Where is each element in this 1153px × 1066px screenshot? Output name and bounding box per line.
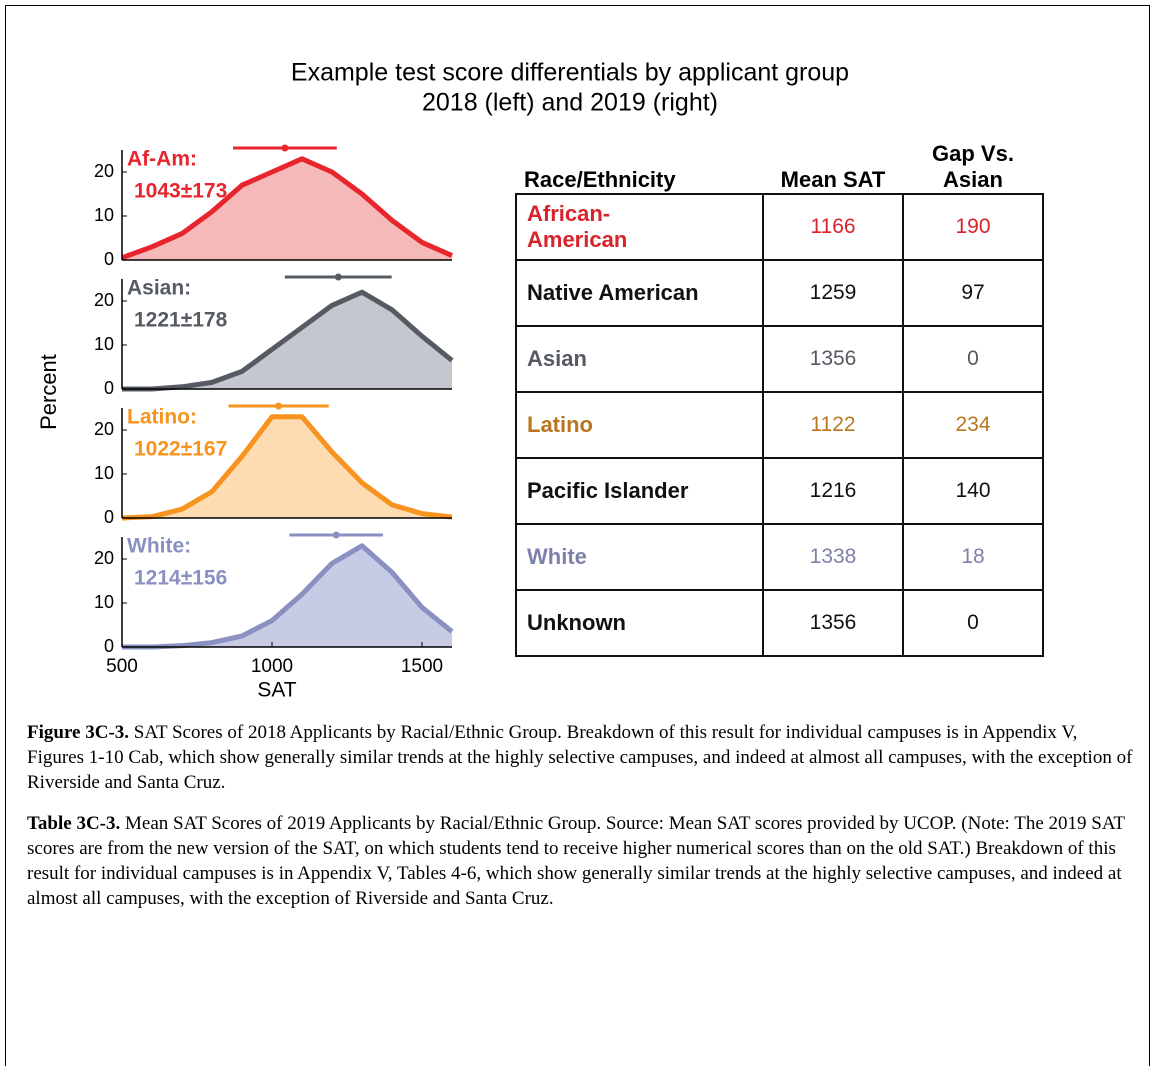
y-tick-label: 0 xyxy=(104,249,114,269)
group-name: Native American xyxy=(527,280,699,305)
area-line xyxy=(122,289,454,392)
area-fill xyxy=(122,545,452,647)
mean-cell: 1356 xyxy=(762,325,904,393)
y-tick-label: 20 xyxy=(94,419,114,439)
group-name: Asian xyxy=(527,346,587,371)
table-row: Native American 1259 97 xyxy=(515,259,1044,327)
gap-cell: 0 xyxy=(902,325,1044,393)
mean-marker xyxy=(281,144,289,152)
stat-label: 1043±173 xyxy=(134,180,227,203)
area-line xyxy=(122,543,454,650)
y-tick-label: 10 xyxy=(94,463,114,483)
group-label: Asian: xyxy=(127,277,191,300)
caption: Figure 3C-3. SAT Scores of 2018 Applican… xyxy=(27,720,1135,795)
y-tick-label: 0 xyxy=(104,378,114,398)
mean-cell: 1338 xyxy=(762,523,904,591)
stat-label: 1022±167 xyxy=(134,438,227,461)
mean-cell: 1259 xyxy=(762,259,904,327)
group-label: Af-Am: xyxy=(127,148,197,171)
mean-marker xyxy=(334,273,342,281)
gap-cell: 234 xyxy=(902,391,1044,459)
figure-subtitle: 2018 (left) and 2019 (right) xyxy=(422,89,718,117)
gap-cell: 140 xyxy=(902,457,1044,525)
y-tick-label: 20 xyxy=(94,548,114,568)
figure: Example test score differentials by appl… xyxy=(36,59,849,702)
area-line xyxy=(121,414,453,521)
caption: Table 3C-3. Mean SAT Scores of 2019 Appl… xyxy=(27,811,1135,911)
mean-marker xyxy=(332,531,340,539)
table-row: African-American 1166 190 xyxy=(515,193,1044,261)
figure-title: Example test score differentials by appl… xyxy=(291,59,849,87)
header-row: Race/Ethnicity Mean SAT Gap Vs. Asian xyxy=(516,135,1043,194)
area-fill xyxy=(122,158,452,260)
y-tick-label: 0 xyxy=(104,507,114,527)
table-row: Unknown 1356 0 xyxy=(515,589,1044,657)
stat-label: 1214±156 xyxy=(134,567,227,590)
group-name: White xyxy=(527,544,587,569)
group-name: African-American xyxy=(527,201,628,252)
mean-cell: 1166 xyxy=(762,193,904,261)
x-tick-label: 1500 xyxy=(401,656,443,677)
x-axis-label: SAT xyxy=(257,679,296,702)
group-name: Latino xyxy=(527,412,593,437)
y-tick-label: 0 xyxy=(104,636,114,656)
captions: Figure 3C-3. SAT Scores of 2018 Applican… xyxy=(27,720,1135,927)
y-tick-label: 20 xyxy=(94,290,114,310)
caption-text: Mean SAT Scores of 2019 Applicants by Ra… xyxy=(27,813,1125,909)
area-line xyxy=(121,156,454,261)
column-header: Mean SAT xyxy=(780,167,886,192)
caption-lead: Figure 3C-3. xyxy=(27,722,130,743)
y-tick-label: 10 xyxy=(94,592,114,612)
mean-marker xyxy=(275,402,283,410)
group-cell: Native American xyxy=(515,259,764,327)
group-label: White: xyxy=(127,535,191,558)
column-header: Race/Ethnicity xyxy=(524,167,676,192)
y-tick-label: 10 xyxy=(94,205,114,225)
gap-cell: 18 xyxy=(902,523,1044,591)
y-axis-label: Percent xyxy=(36,354,61,430)
gap-cell: 97 xyxy=(902,259,1044,327)
area-fill xyxy=(122,416,452,518)
x-tick-label: 500 xyxy=(106,656,138,677)
gap-cell: 0 xyxy=(902,589,1044,657)
y-tick-label: 20 xyxy=(94,161,114,181)
x-tick-label: 1000 xyxy=(251,656,293,677)
table-row: Latino 1122 234 xyxy=(515,391,1044,459)
table-row: White 1338 18 xyxy=(515,523,1044,591)
table-row: Asian 1356 0 xyxy=(515,325,1044,393)
stat-label: 1221±178 xyxy=(134,309,228,332)
table-row: Pacific Islander 1216 140 xyxy=(515,457,1044,525)
group-cell: Asian xyxy=(515,325,764,393)
group-cell: Pacific Islander xyxy=(515,457,764,525)
group-cell: African-American xyxy=(515,193,764,261)
group-name: Pacific Islander xyxy=(527,478,689,503)
table: Race/Ethnicity Mean SAT Gap Vs. Asian Afric… xyxy=(515,135,1044,657)
mean-cell: 1216 xyxy=(762,457,904,525)
mean-cell: 1122 xyxy=(762,391,904,459)
group-label: Latino: xyxy=(127,406,197,429)
gap-cell: 190 xyxy=(902,193,1044,261)
caption-lead: Table 3C-3. xyxy=(27,813,121,834)
group-cell: Latino xyxy=(515,391,764,459)
group-name: Unknown xyxy=(527,610,626,635)
y-tick-label: 10 xyxy=(94,334,114,354)
group-cell: White xyxy=(515,523,764,591)
mean-cell: 1356 xyxy=(762,589,904,657)
caption-text: SAT Scores of 2018 Applicants by Racial/… xyxy=(27,722,1133,793)
page-frame xyxy=(5,5,1150,1066)
group-cell: Unknown xyxy=(515,589,764,657)
column-header: Gap Vs. Asian xyxy=(932,141,1014,192)
